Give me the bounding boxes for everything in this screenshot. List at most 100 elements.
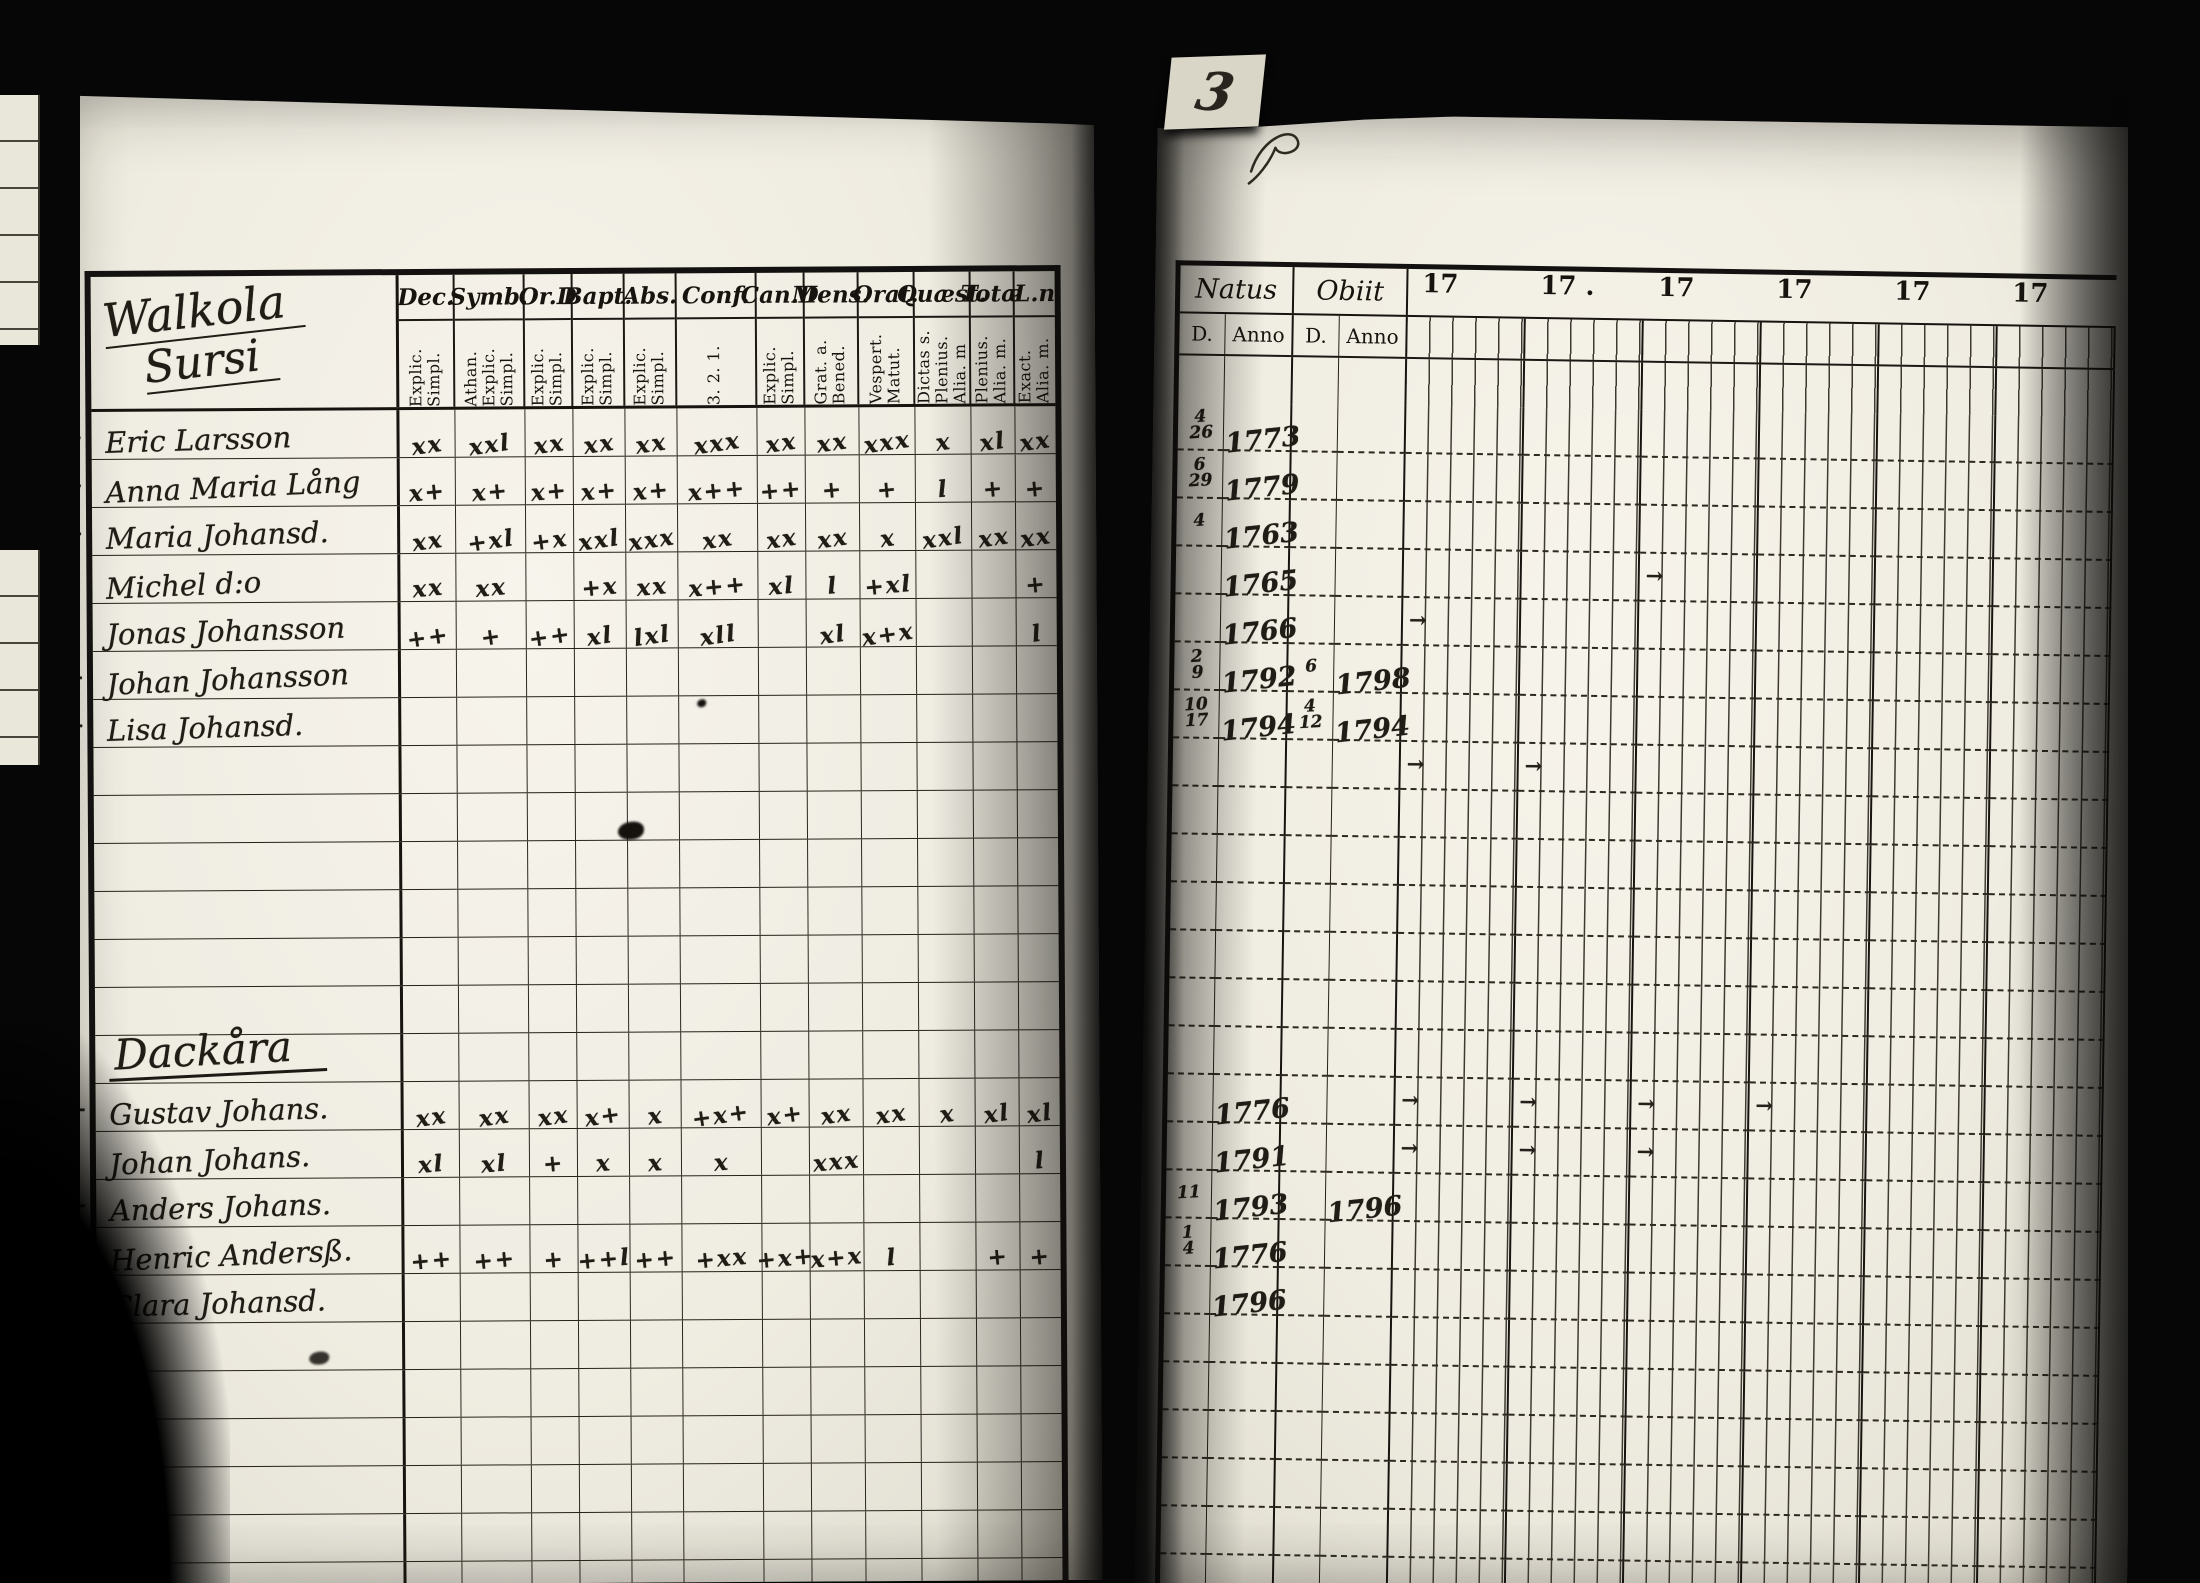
examination-mark: xl — [585, 620, 616, 652]
year-cell: → — [1395, 1077, 1514, 1128]
obiit-day-cell — [1283, 932, 1331, 981]
mark-cell: x+ — [573, 456, 626, 506]
mark-cell — [918, 886, 975, 934]
natus-anno-value: 1793 — [1211, 1188, 1290, 1228]
examination-mark: xxx — [626, 523, 678, 557]
column-header-label: Dec. — [397, 274, 454, 322]
obiit-anno-cell — [1323, 1316, 1393, 1366]
natus-anno-cell — [1213, 1027, 1283, 1077]
mark-cell — [1022, 1414, 1062, 1461]
year-cell — [1636, 745, 1756, 796]
year-cell — [1514, 983, 1634, 1034]
mark-cell — [679, 743, 760, 792]
year-cell — [1520, 599, 1640, 650]
year-cell — [1752, 891, 1871, 942]
mark-cell — [760, 983, 810, 1031]
examination-mark: + — [820, 475, 845, 505]
obiit-day-subheader: D. — [1293, 315, 1340, 356]
year-cell — [1623, 1561, 1743, 1583]
table-row — [96, 1318, 1062, 1372]
obiit-anno-cell — [1326, 1124, 1396, 1174]
mark-cell: + — [805, 455, 860, 505]
examination-mark: xl — [480, 1149, 509, 1179]
column-subheading-word: Simpl. — [596, 351, 616, 406]
examination-mark: x — [594, 1149, 613, 1178]
mark-cell: ++ — [404, 1225, 461, 1276]
mark-cell — [975, 1030, 1020, 1078]
mark-cell — [575, 696, 628, 745]
column-header: Totæ Plenius. Alia. m. — [961, 271, 1023, 404]
mark-cell — [807, 743, 862, 791]
column-header-subheading: 3. 2. 1. — [677, 319, 756, 405]
person-name: Jonas Johansson — [105, 610, 346, 652]
mark-cell: + — [1016, 550, 1056, 599]
year-cell — [1745, 1323, 1865, 1374]
examination-mark: x+ — [529, 476, 569, 507]
mark-cell — [527, 745, 576, 793]
mark-cell — [921, 1414, 978, 1462]
mark-cell — [531, 1417, 580, 1465]
mark-cell: ++l — [576, 1224, 632, 1275]
mark-cell: xl — [758, 551, 807, 601]
mark-cell: x++ — [678, 551, 759, 603]
mark-cell — [916, 646, 974, 694]
obiit-header: Obiit — [1293, 267, 1409, 315]
year-cell — [1866, 1133, 1986, 1184]
mark-cell — [864, 1174, 921, 1223]
mark-cell: ++ — [526, 601, 575, 653]
mark-cell: x — [859, 502, 917, 553]
mark-cell — [683, 1367, 764, 1416]
column-subheading-word: Explic. — [479, 347, 499, 407]
column-subheading-word: Grat. a. — [810, 339, 831, 405]
column-subheading-word: Dictas s. — [913, 329, 934, 404]
mark-cell — [865, 1462, 923, 1511]
mark-cell: xxx — [809, 1127, 865, 1177]
mark-cell — [461, 1465, 533, 1513]
year-cell — [1751, 939, 1871, 990]
arrow-mark: → — [1519, 1088, 1538, 1115]
mark-cell — [917, 790, 975, 838]
obiit-anno-cell — [1331, 788, 1401, 838]
mark-cell: xx — [757, 407, 806, 459]
mark-cell: xx — [529, 1081, 578, 1133]
mark-cell — [1022, 1510, 1062, 1557]
examination-mark: xx — [531, 428, 567, 461]
year-cell — [1877, 413, 1997, 464]
year-cell — [1388, 1509, 1508, 1560]
examination-mark: ++ — [527, 620, 574, 653]
column-subheading-word: Explic. — [578, 347, 598, 406]
year-cell — [1640, 505, 1759, 556]
examination-mark: xl — [417, 1149, 446, 1179]
examination-mark: xx — [411, 573, 445, 604]
mark-cell — [812, 1511, 867, 1559]
mark-cell — [578, 1176, 631, 1225]
year-cell — [1871, 797, 1991, 848]
natus-anno-cell — [1205, 1554, 1275, 1583]
name-cell: Anna Maria Lång — [91, 458, 400, 510]
mark-cell — [918, 934, 975, 982]
year-cell — [1515, 935, 1635, 986]
mark-cell — [530, 1273, 579, 1321]
examination-mark: xx — [474, 572, 508, 603]
mark-cell — [528, 841, 577, 889]
column-header-subheading: Dictas s. Plenius. Alia. m — [913, 318, 969, 404]
mark-cell — [628, 888, 681, 936]
examination-mark: xx — [1018, 425, 1054, 458]
natus-day-subheader: D. — [1179, 313, 1226, 355]
column-subheading-word: Plenius. — [931, 335, 952, 404]
year-cell — [1519, 647, 1639, 698]
mark-cell — [404, 1273, 461, 1322]
table-row — [97, 1414, 1062, 1468]
year-cell — [1522, 503, 1641, 554]
mark-cell — [460, 1177, 531, 1225]
mark-cell: +xx — [682, 1223, 763, 1274]
year-cell — [1863, 1325, 1983, 1376]
examination-mark: x+ — [407, 477, 448, 508]
column-subheading-word — [849, 321, 850, 404]
examination-mark: xx — [535, 1100, 571, 1133]
year-cell — [1755, 699, 1874, 750]
examination-mark: xx — [1018, 521, 1054, 554]
mark-cell — [916, 550, 973, 598]
mark-cell — [458, 841, 529, 889]
year-cell — [1750, 987, 1870, 1038]
